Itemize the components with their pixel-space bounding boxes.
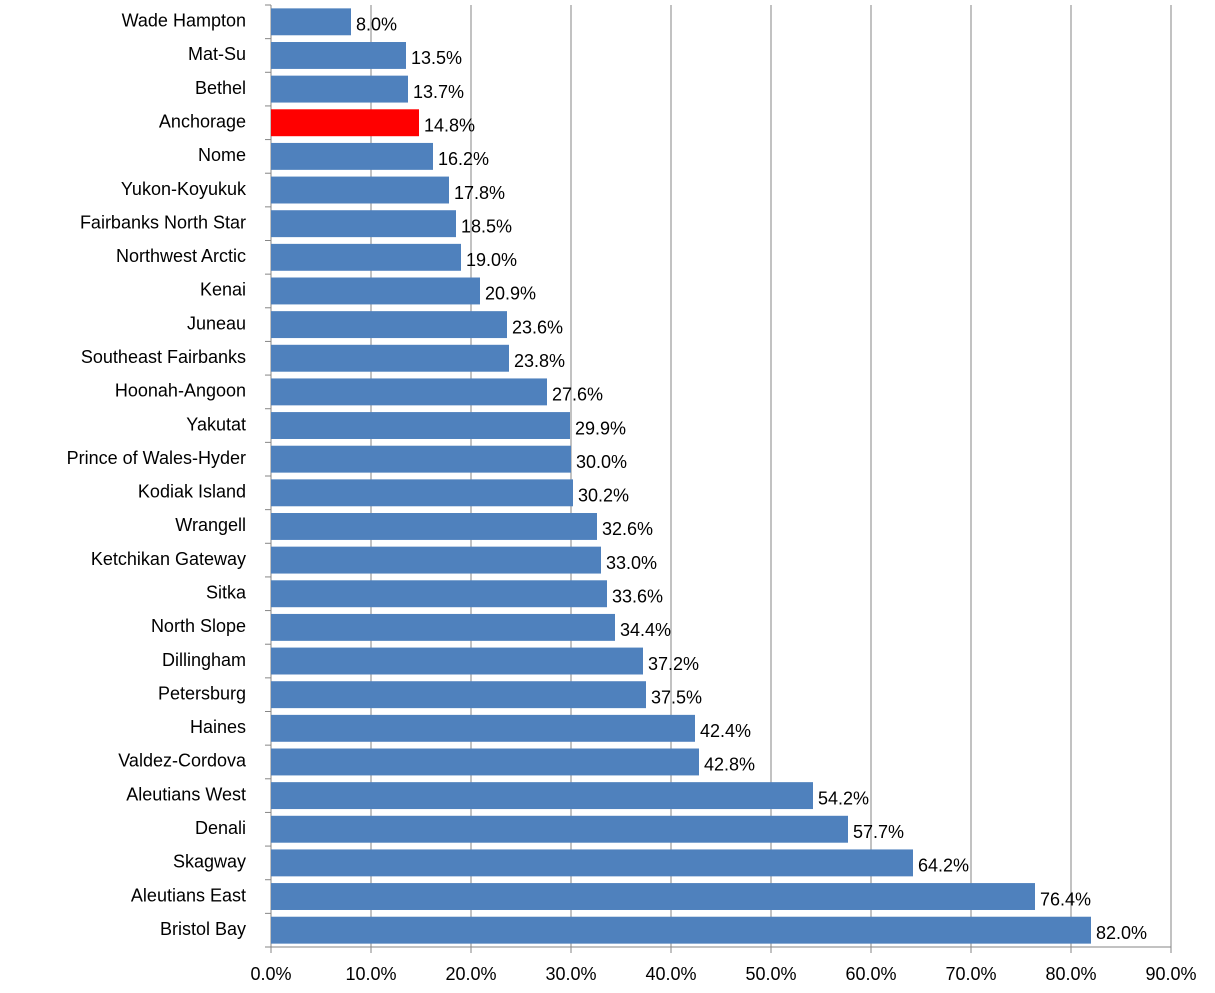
x-tick-label: 50.0% <box>745 964 796 984</box>
value-label: 32.6% <box>602 519 653 539</box>
bar <box>271 75 408 103</box>
value-label: 29.9% <box>575 418 626 438</box>
value-label: 8.0% <box>356 15 397 35</box>
x-tick-label: 70.0% <box>945 964 996 984</box>
bar <box>271 109 419 137</box>
bar <box>271 883 1035 910</box>
y-tick-label: Haines <box>190 717 246 737</box>
value-label: 33.6% <box>612 587 663 607</box>
y-tick-label: Anchorage <box>159 112 246 132</box>
value-label: 64.2% <box>918 856 969 876</box>
bar <box>271 580 607 608</box>
x-tick-label: 30.0% <box>545 964 596 984</box>
bar <box>271 176 449 204</box>
bar <box>271 412 570 439</box>
value-label: 17.8% <box>454 183 505 203</box>
x-tick-label: 10.0% <box>345 964 396 984</box>
y-tick-label: Northwest Arctic <box>116 246 246 266</box>
value-label: 27.6% <box>552 385 603 405</box>
value-label: 37.5% <box>651 687 702 707</box>
value-label: 23.8% <box>514 351 565 371</box>
y-tick-label: Dillingham <box>162 650 246 670</box>
x-tick-label: 20.0% <box>445 964 496 984</box>
value-label: 20.9% <box>485 284 536 304</box>
y-tick-label: Hoonah-Angoon <box>115 381 246 401</box>
bar <box>271 243 461 271</box>
bar <box>271 513 597 540</box>
y-tick-label: Ketchikan Gateway <box>91 549 246 569</box>
bar <box>271 42 406 69</box>
bar <box>271 613 615 641</box>
bar <box>271 546 601 574</box>
bar <box>271 479 573 507</box>
bar <box>271 748 699 776</box>
y-tick-label: Bethel <box>195 78 246 98</box>
y-tick-label: Sitka <box>206 583 247 603</box>
value-label: 33.0% <box>606 553 657 573</box>
value-label: 57.7% <box>853 822 904 842</box>
value-label: 23.6% <box>512 317 563 337</box>
y-tick-label: North Slope <box>151 616 246 636</box>
x-tick-label: 0.0% <box>250 964 291 984</box>
value-label: 54.2% <box>818 788 869 808</box>
y-tick-label: Nome <box>198 145 246 165</box>
value-label: 13.7% <box>413 82 464 102</box>
y-tick-label: Yakutat <box>186 414 246 434</box>
y-tick-label: Denali <box>195 818 246 838</box>
y-tick-label: Valdez-Cordova <box>118 751 247 771</box>
x-tick-label: 90.0% <box>1145 964 1196 984</box>
y-tick-label: Kodiak Island <box>138 482 246 502</box>
value-label: 82.0% <box>1096 923 1147 943</box>
value-label: 34.4% <box>620 620 671 640</box>
x-tick-label: 60.0% <box>845 964 896 984</box>
y-tick-label: Bristol Bay <box>160 919 246 939</box>
value-label: 18.5% <box>461 216 512 236</box>
y-tick-label: Juneau <box>187 313 246 333</box>
y-tick-label: Wade Hampton <box>122 11 246 31</box>
value-label: 42.4% <box>700 721 751 741</box>
value-label: 42.8% <box>704 755 755 775</box>
bar <box>271 142 433 170</box>
value-label: 30.0% <box>576 452 627 472</box>
value-label: 30.2% <box>578 486 629 506</box>
x-tick-label: 80.0% <box>1045 964 1096 984</box>
y-tick-label: Prince of Wales-Hyder <box>67 448 246 468</box>
bar <box>271 378 547 406</box>
bar <box>271 344 509 372</box>
y-tick-label: Fairbanks North Star <box>80 212 246 232</box>
value-label: 37.2% <box>648 654 699 674</box>
y-tick-label: Aleutians East <box>131 885 246 905</box>
x-tick-label: 40.0% <box>645 964 696 984</box>
bar <box>271 277 480 305</box>
bar <box>271 445 571 473</box>
bar <box>271 714 695 742</box>
value-label: 19.0% <box>466 250 517 270</box>
y-tick-label: Petersburg <box>158 683 246 703</box>
value-label: 16.2% <box>438 149 489 169</box>
bar <box>271 311 507 339</box>
value-label: 14.8% <box>424 116 475 136</box>
bar <box>271 782 813 810</box>
value-label: 76.4% <box>1040 889 1091 909</box>
bar <box>271 815 848 843</box>
y-tick-label: Yukon-Koyukuk <box>121 179 247 199</box>
y-tick-label: Wrangell <box>175 515 246 535</box>
y-tick-label: Southeast Fairbanks <box>81 347 246 367</box>
y-tick-label: Mat-Su <box>188 44 246 64</box>
y-tick-label: Skagway <box>173 852 246 872</box>
bar <box>271 849 913 877</box>
y-tick-label: Kenai <box>200 280 246 300</box>
bar <box>271 8 351 36</box>
bar <box>271 647 643 675</box>
bar <box>271 210 456 238</box>
y-tick-label: Aleutians West <box>126 784 246 804</box>
bar <box>271 681 646 709</box>
bar <box>271 916 1091 944</box>
value-label: 13.5% <box>411 48 462 68</box>
